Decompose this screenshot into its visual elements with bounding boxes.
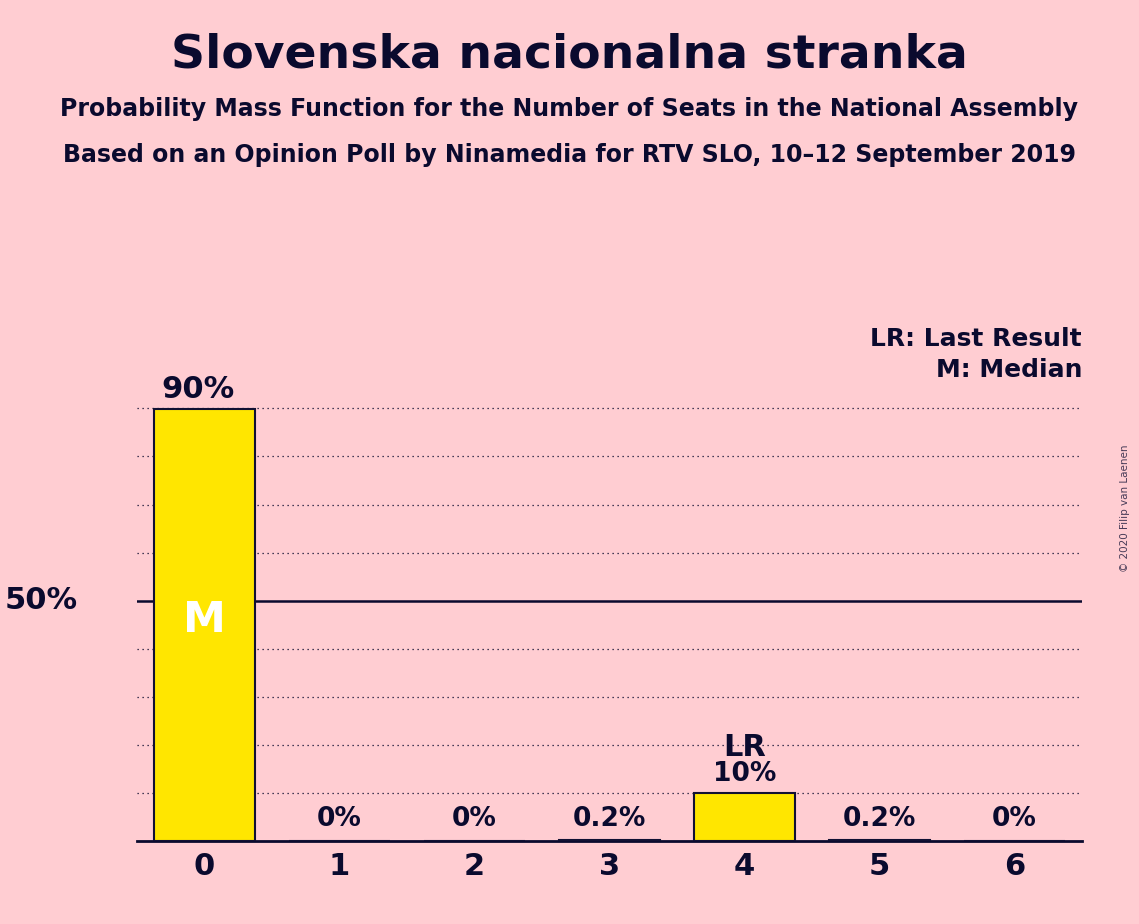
Text: Based on an Opinion Poll by Ninamedia for RTV SLO, 10–12 September 2019: Based on an Opinion Poll by Ninamedia fo… (63, 143, 1076, 167)
Text: 0.2%: 0.2% (843, 807, 916, 833)
Text: Slovenska nacionalna stranka: Slovenska nacionalna stranka (171, 32, 968, 78)
Bar (154, 409, 255, 841)
Text: M: Median: M: Median (935, 358, 1082, 382)
Text: LR: Last Result: LR: Last Result (870, 327, 1082, 351)
Bar (694, 793, 795, 841)
Text: Probability Mass Function for the Number of Seats in the National Assembly: Probability Mass Function for the Number… (60, 97, 1079, 121)
Bar (559, 840, 659, 841)
Text: 0.2%: 0.2% (573, 807, 646, 833)
Text: 90%: 90% (161, 374, 235, 404)
Text: M: M (182, 599, 226, 641)
Text: LR: LR (723, 733, 765, 761)
Bar (829, 840, 931, 841)
Text: 10%: 10% (713, 761, 776, 787)
Text: 0%: 0% (452, 807, 497, 833)
Text: © 2020 Filip van Laenen: © 2020 Filip van Laenen (1121, 444, 1130, 572)
Text: 50%: 50% (5, 586, 77, 615)
Text: 0%: 0% (992, 807, 1036, 833)
Text: 0%: 0% (317, 807, 362, 833)
